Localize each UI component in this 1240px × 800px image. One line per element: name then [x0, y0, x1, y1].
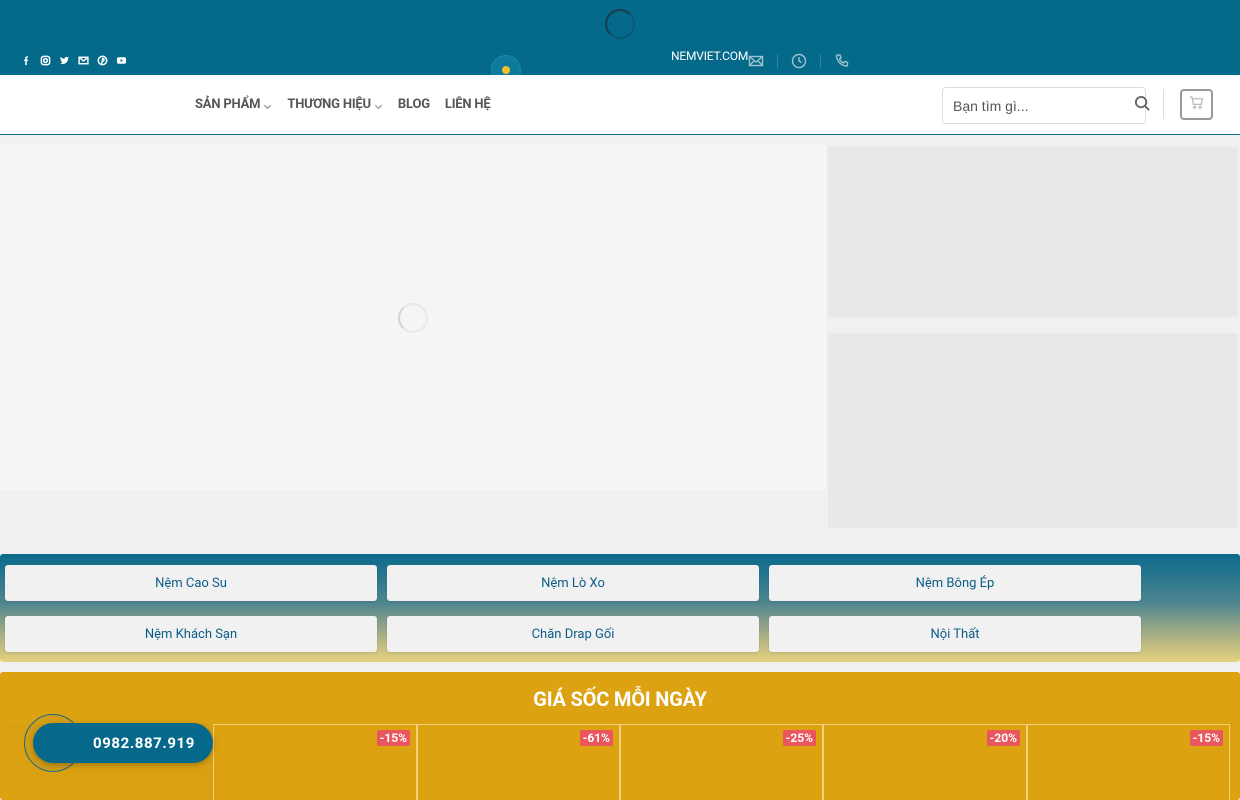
social-links [20, 54, 127, 66]
sale-badge: -15% [376, 730, 410, 746]
category-section: Nệm Cao Su Nệm Lò Xo Nệm Bông Ép Nệm Khá… [0, 554, 1240, 662]
product-card[interactable]: -20% [823, 724, 1027, 800]
pinterest-icon[interactable] [96, 54, 108, 66]
nav-item-label: SẢN PHẨM [195, 97, 261, 112]
sale-badge: -25% [782, 730, 816, 746]
sale-badge: -20% [986, 730, 1020, 746]
search-icon[interactable] [1134, 95, 1151, 116]
cart-icon [1189, 95, 1204, 114]
nav-item-thuong-hieu[interactable]: THƯƠNG HIỆU [287, 97, 383, 112]
category-button[interactable]: Nệm Khách Sạn [5, 616, 377, 652]
nav-item-label: BLOG [397, 97, 430, 112]
category-button[interactable]: Nội Thất [769, 616, 1141, 652]
facebook-icon[interactable] [20, 54, 32, 66]
category-button[interactable]: Chăn Drap Gối [387, 616, 759, 652]
phone-icon[interactable] [833, 52, 851, 70]
loading-spinner-icon [398, 303, 428, 333]
nav-item-san-pham[interactable]: SẢN PHẨM [195, 97, 272, 112]
sale-badge: -15% [1189, 730, 1223, 746]
category-button[interactable]: Nệm Cao Su [5, 565, 377, 601]
contact-icons [747, 52, 851, 70]
product-card[interactable]: -25% [620, 724, 823, 800]
cart-button[interactable] [1180, 89, 1213, 120]
promo-banner[interactable] [828, 147, 1238, 317]
divider [777, 54, 778, 68]
instagram-icon[interactable] [39, 54, 51, 66]
search-box [942, 87, 1150, 124]
chevron-down-icon [263, 100, 272, 110]
nav-item-blog[interactable]: BLOG [398, 97, 430, 112]
product-card[interactable]: -61% [417, 724, 620, 800]
youtube-icon[interactable] [115, 54, 127, 66]
divider [1163, 89, 1164, 119]
clock-icon[interactable] [790, 52, 808, 70]
chevron-down-icon [374, 100, 383, 110]
main-header: SẢN PHẨM THƯƠNG HIỆU BLOG LIÊN HỆ [0, 75, 1240, 135]
nav-item-label: THƯƠNG HIỆU [287, 97, 371, 112]
category-button[interactable]: Nệm Bông Ép [769, 565, 1141, 601]
promo-banner[interactable] [828, 333, 1238, 528]
product-card[interactable]: -15% [1027, 724, 1230, 800]
category-button[interactable]: Nệm Lò Xo [387, 565, 759, 601]
search-input[interactable] [953, 97, 1134, 114]
email-icon[interactable] [77, 54, 89, 66]
site-domain[interactable]: NEMVIET.COM [671, 49, 749, 63]
top-bar: NEMVIET.COM [0, 0, 1240, 84]
twitter-icon[interactable] [58, 54, 70, 66]
envelope-icon[interactable] [747, 52, 765, 70]
product-card[interactable]: -15% [213, 724, 417, 800]
nav-item-label: LIÊN HỆ [444, 97, 491, 112]
main-nav: SẢN PHẨM THƯƠNG HIỆU BLOG LIÊN HỆ [195, 97, 491, 112]
sale-badge: -61% [579, 730, 613, 746]
nav-item-lien-he[interactable]: LIÊN HỆ [445, 97, 491, 112]
divider [820, 54, 821, 68]
call-phone-button[interactable]: 0982.887.919 [33, 723, 213, 763]
section-title: GIÁ SỐC MỖI NGÀY [533, 687, 707, 711]
loading-spinner-icon [605, 9, 635, 39]
